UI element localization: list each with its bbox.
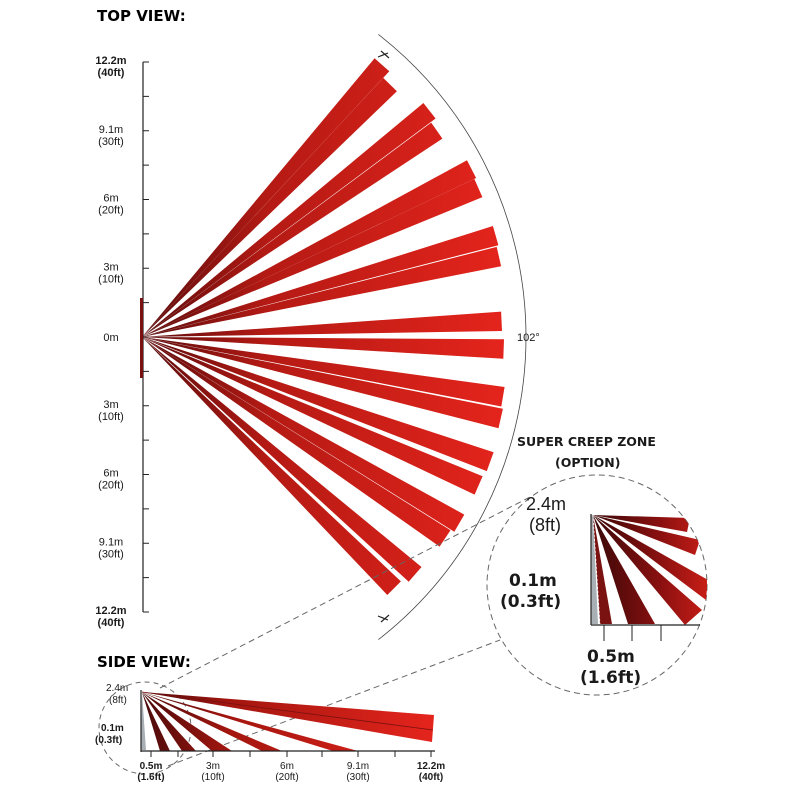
side-axis-label-ft-1: (10ft) [201, 772, 224, 783]
side-axis-label-ft-0: (1.6ft) [137, 772, 164, 783]
side-axis-label-1: 3m [206, 761, 220, 772]
side-beam-3 [142, 692, 282, 751]
top-axis-label-2: 6m [103, 193, 118, 205]
sensor-icon [140, 298, 143, 378]
top-beam-14 [142, 337, 483, 495]
top-beam-12 [142, 337, 503, 429]
creep-distance-label: 0.5m [587, 647, 635, 667]
top-beam-6 [142, 178, 483, 337]
side-axis-label-4: 12.2m [417, 761, 445, 772]
top-axis-label-1: 9.1m [99, 124, 123, 136]
side-axis-label-ft-3: (30ft) [346, 772, 369, 783]
side-axis-label-ft-2: (20ft) [275, 772, 298, 783]
top-beam-2 [142, 77, 397, 338]
top-axis-label-ft-3: (10ft) [98, 273, 124, 285]
top-beam-9 [142, 311, 502, 337]
creep-zone-title: SUPER CREEP ZONE [517, 434, 656, 449]
top-axis-label-ft-8: (40ft) [98, 617, 125, 629]
top-view-axis-labels: 12.2m(40ft)9.1m(30ft)6m(20ft)3m(10ft)0m3… [95, 55, 149, 629]
side-near-label: 0.1m [101, 723, 124, 734]
coverage-angle-arc [377, 34, 527, 640]
top-axis-label-0: 12.2m [95, 55, 126, 67]
creep-near-label-ft: (0.3ft) [500, 592, 561, 612]
top-beam-15 [142, 337, 465, 532]
top-beam-7 [142, 226, 499, 337]
side-height-label: 2.4m [106, 683, 128, 694]
side-beam-4 [142, 692, 232, 751]
side-view-detection-beams [141, 691, 434, 751]
top-beam-11 [142, 337, 505, 407]
side-axis-label-ft-4: (40ft) [419, 772, 443, 783]
creep-height-label-ft: (8ft) [529, 515, 561, 535]
top-beam-18 [142, 337, 401, 595]
creep-zone-beams [591, 514, 707, 625]
side-view-distance-labels: 0.5m(1.6ft) 3m(10ft) 6m(20ft) 9.1m(30ft) 12.… [137, 751, 445, 783]
magnifier-connector-lines [159, 496, 531, 767]
top-axis-label-7: 9.1m [99, 536, 123, 548]
top-view-detection-beams [142, 58, 505, 595]
top-axis-label-ft-2: (20ft) [98, 205, 124, 217]
side-beam-centerline [141, 691, 434, 731]
top-axis-label-ft-5: (10ft) [98, 411, 124, 423]
side-axis-label-3: 9.1m [347, 761, 369, 772]
side-beam-1 [142, 692, 434, 742]
side-view-title: SIDE VIEW: [97, 653, 191, 671]
top-axis-label-6: 6m [103, 468, 118, 480]
top-beam-8 [142, 246, 502, 337]
creep-height-label: 2.4m [526, 494, 566, 514]
top-beam-16 [142, 337, 451, 547]
top-axis-label-4: 0m [103, 332, 118, 344]
top-view-title: TOP VIEW: [97, 7, 186, 25]
top-beam-3 [142, 103, 436, 337]
top-axis-label-ft-7: (30ft) [98, 548, 124, 560]
top-beam-13 [142, 337, 494, 472]
top-axis-label-ft-1: (30ft) [98, 136, 124, 148]
side-axis-label-2: 6m [280, 761, 294, 772]
side-near-label-ft: (0.3ft) [95, 735, 122, 746]
top-axis-label-8: 12.2m [95, 605, 126, 617]
top-beam-10 [142, 337, 504, 359]
top-axis-label-3: 3m [103, 261, 118, 273]
top-beam-4 [142, 122, 443, 337]
top-beam-1 [142, 58, 390, 338]
top-axis-label-ft-0: (40ft) [98, 67, 125, 79]
coverage-angle-label: 102° [517, 332, 540, 344]
creep-zone-subtitle: (OPTION) [555, 455, 620, 470]
side-beam-6 [142, 692, 170, 751]
side-beam-5 [142, 692, 196, 751]
top-axis-label-ft-6: (20ft) [98, 480, 124, 492]
creep-near-label: 0.1m [509, 571, 557, 591]
creep-distance-label-ft: (1.6ft) [580, 668, 641, 688]
side-axis-label-0: 0.5m [140, 761, 163, 772]
top-beam-17 [142, 337, 422, 582]
side-height-label-ft: (8ft) [109, 695, 127, 706]
side-view-creep-zone [141, 692, 146, 750]
top-axis-label-5: 3m [103, 399, 118, 411]
side-beam-2 [142, 692, 358, 751]
top-beam-5 [142, 160, 477, 337]
